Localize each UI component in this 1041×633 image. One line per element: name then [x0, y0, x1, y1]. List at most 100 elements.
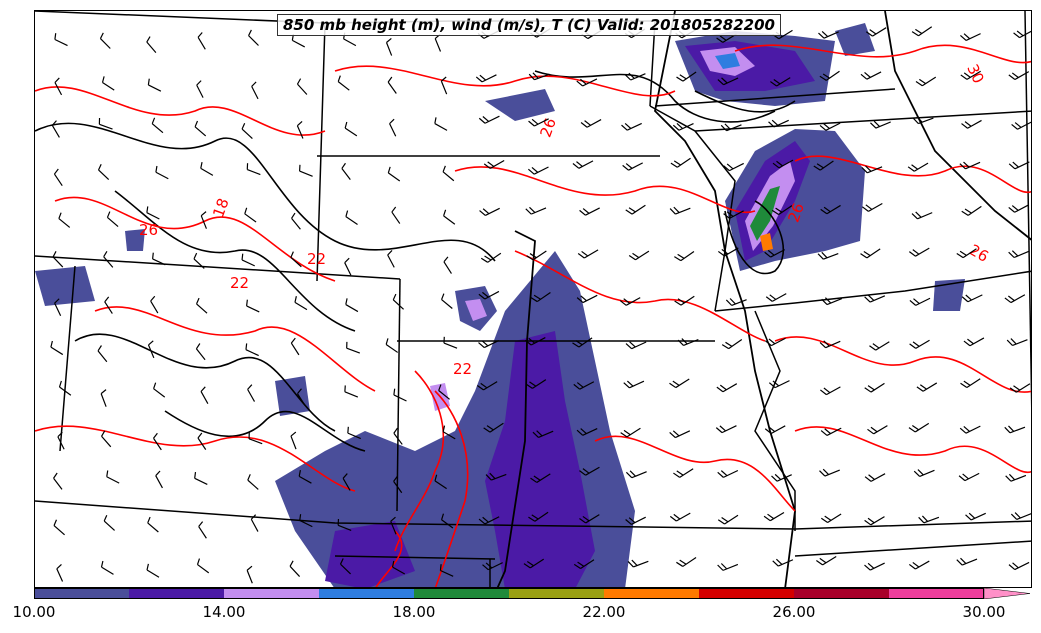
wind-barb-icon: [54, 33, 68, 47]
wind-barb-icon: [625, 204, 646, 215]
wind-barb-icon: [53, 168, 63, 187]
wind-barb-icon: [247, 384, 256, 402]
wind-barb-icon: [820, 513, 842, 524]
wind-barb-icon: [1011, 121, 1031, 130]
wind-barb-icon: [725, 298, 747, 306]
wind-barb-icon: [104, 296, 113, 314]
wind-barb-icon: [674, 295, 695, 306]
wind-barb-icon: [576, 294, 598, 304]
wind-barb-icon: [677, 338, 699, 346]
wind-barb-icon: [439, 564, 454, 577]
temperature-contours: [35, 44, 1031, 587]
wind-barb-icon: [721, 339, 743, 350]
wind-barb-icon: [442, 425, 456, 440]
wind-barb-icon: [147, 78, 162, 92]
wind-barb-icon: [391, 560, 406, 575]
wind-barb-icon: [530, 291, 551, 303]
wind-barb-icon: [673, 468, 694, 478]
wind-barb-icon: [1005, 473, 1027, 482]
wind-barb-icon: [296, 78, 308, 95]
wind-barb-icon: [622, 162, 643, 171]
wind-barb-icon: [147, 516, 159, 533]
wind-barb-icon: [51, 120, 60, 138]
shaded-region: [465, 299, 487, 321]
wind-barb-icon: [200, 386, 209, 404]
wind-barb-icon: [294, 296, 308, 311]
wind-barb-icon: [619, 297, 641, 306]
wind-barb-icon: [674, 251, 695, 262]
wind-barb-icon: [385, 37, 393, 56]
wind-barb-icon: [1008, 250, 1030, 259]
wind-barb-icon: [572, 160, 594, 169]
wind-barb-icon: [347, 426, 361, 440]
colorbar-bin: [699, 588, 794, 599]
wind-barb-icon: [624, 72, 646, 81]
wind-barb-icon: [771, 205, 793, 216]
wind-barb-icon: [344, 257, 352, 276]
wind-barb-icon: [475, 74, 497, 83]
wind-barb-icon: [1006, 338, 1028, 347]
wind-barb-icon: [765, 337, 786, 347]
wind-barb-icon: [528, 511, 549, 522]
wind-barb-icon: [147, 340, 155, 359]
wind-barb-icon: [441, 293, 453, 309]
wind-barb-icon: [772, 159, 794, 169]
wind-barb-icon: [527, 166, 549, 175]
wind-barb-icon: [620, 427, 641, 438]
wind-barb-icon: [528, 72, 550, 81]
wind-barb-icon: [385, 338, 399, 353]
wind-barb-icon: [241, 123, 253, 139]
wind-barb-icon: [961, 294, 983, 303]
wind-barb-icon: [864, 473, 886, 482]
wind-barb-icon: [197, 32, 206, 50]
wind-barb-icon: [438, 384, 450, 400]
wind-barb-icon: [820, 204, 841, 215]
colorbar-tick-label: 18.00: [392, 603, 436, 621]
wind-barb-icon: [298, 470, 312, 484]
wind-barb-icon: [864, 562, 885, 571]
wind-barb-icon: [479, 207, 500, 216]
wind-barb-icon: [443, 256, 452, 274]
wind-barb-icon: [717, 563, 739, 571]
colorbar-bin: [604, 588, 699, 599]
wind-barb-icon: [1008, 561, 1030, 571]
wind-barb-icon: [676, 556, 697, 567]
wind-barb-icon: [717, 247, 739, 257]
map-canvas: 26 22 18 22 22 26 26 30 26: [35, 11, 1031, 587]
wind-barb-icon: [245, 343, 259, 357]
wind-barb-icon: [100, 389, 107, 407]
wind-barb-icon: [54, 77, 63, 96]
wind-barb-icon: [155, 165, 169, 180]
colorbar-outline: [34, 588, 984, 599]
colorbar-bin: [414, 588, 509, 599]
wind-barb-icon: [915, 76, 937, 87]
wind-barb-icon: [865, 27, 887, 37]
wind-barb-icon: [623, 380, 645, 389]
wind-barb-icon: [908, 247, 930, 257]
contour-label: 22: [307, 250, 326, 268]
wind-barb-icon: [864, 516, 885, 526]
wind-barb-icon: [153, 432, 162, 451]
wind-barb-icon: [909, 339, 930, 349]
wind-barb-icon: [961, 205, 982, 216]
wind-barb-icon: [625, 341, 647, 350]
wind-barb-icon: [440, 76, 448, 95]
wind-barb-icon: [530, 473, 551, 483]
wind-barb-icon: [193, 252, 205, 269]
wind-barb-icon: [676, 71, 697, 82]
wind-barb-icon: [389, 118, 397, 137]
wind-barb-icon: [669, 206, 691, 215]
wind-barb-icon: [669, 430, 691, 439]
wind-barb-icon: [717, 469, 739, 478]
wind-barb-icon: [387, 250, 395, 268]
wind-barb-icon: [485, 472, 507, 481]
wind-barb-icon: [393, 388, 407, 402]
wind-barb-icon: [390, 516, 397, 535]
wind-barb-icon: [961, 119, 982, 129]
wind-barb-icon: [819, 70, 840, 81]
wind-barb-icon: [669, 512, 691, 522]
wind-barb-icon: [344, 385, 359, 398]
wind-barb-icon: [106, 211, 119, 227]
wind-barb-icon: [196, 558, 210, 574]
wind-barb-icon: [627, 559, 649, 568]
